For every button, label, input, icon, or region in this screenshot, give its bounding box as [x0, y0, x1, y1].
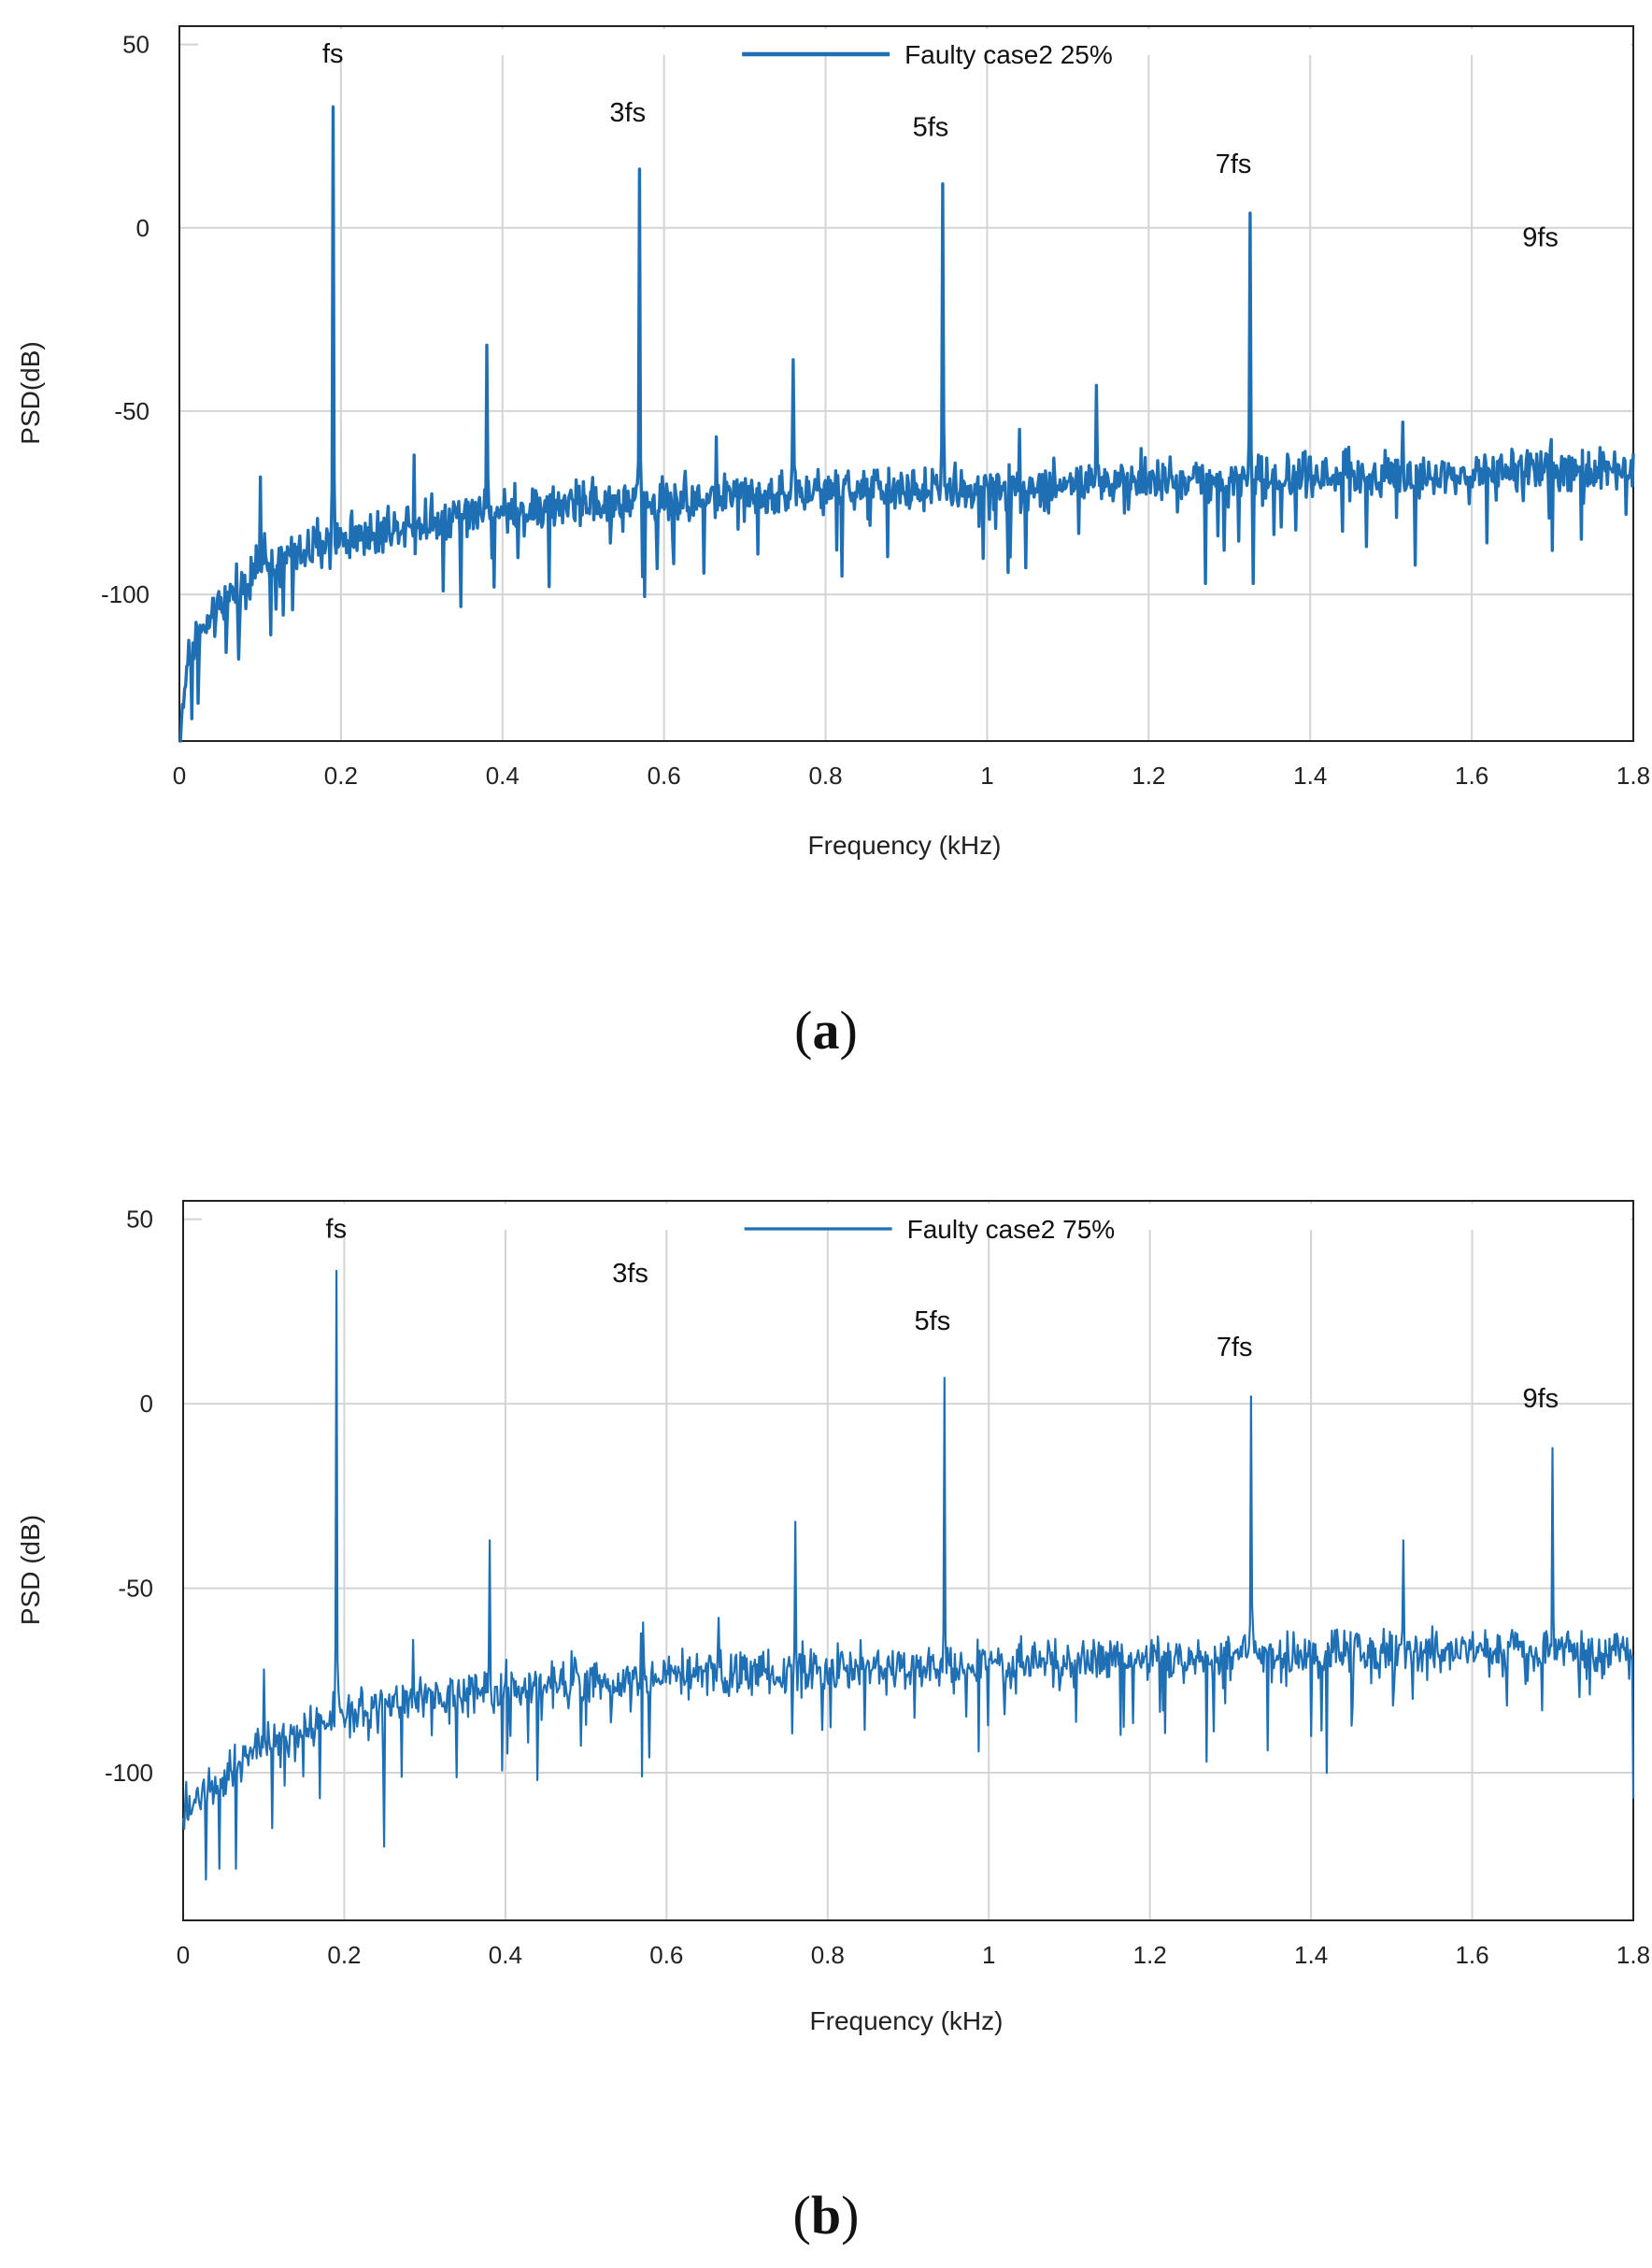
x-tick-label: 1.4 [1294, 1941, 1328, 1969]
panel-label-letter: a [813, 1000, 840, 1061]
legend-background [198, 29, 1631, 55]
y-axis-title: PSD(dB) [16, 341, 45, 444]
legend: Faulty case2 25% [198, 29, 1631, 69]
y-tick-label: -50 [114, 397, 150, 425]
series-line-b [181, 1269, 1635, 1881]
panel-label-letter: b [811, 2185, 841, 2246]
peak-annotation-3: 7fs [1217, 1333, 1253, 1362]
x-tick-label: 1.4 [1293, 762, 1327, 790]
x-tick-label: 1.6 [1455, 762, 1488, 790]
panel-label: (b) [793, 2185, 860, 2246]
y-axis-title: PSD (dB) [16, 1515, 45, 1625]
grid [179, 26, 1633, 741]
y-tick-label: -100 [101, 580, 150, 608]
legend-label: Faulty case2 75% [907, 1215, 1116, 1244]
x-tick-label: 0.8 [808, 762, 842, 790]
y-tick-label: 50 [122, 31, 150, 59]
y-tick-label: -50 [118, 1575, 153, 1603]
peak-annotation-3: 7fs [1216, 150, 1252, 179]
y-tick-label: 0 [136, 214, 150, 242]
y-tick-label: 50 [126, 1205, 153, 1234]
x-axis-title: Frequency (kHz) [808, 831, 1002, 860]
plot-frame [182, 1200, 1634, 1921]
x-tick-label: 1 [980, 762, 993, 790]
legend-label: Faulty case2 25% [904, 40, 1113, 69]
peak-annotation-1: 3fs [612, 1259, 648, 1289]
peak-annotation-4: 9fs [1523, 1384, 1559, 1414]
peak-annotation-2: 5fs [913, 113, 949, 143]
x-tick-label: 0.8 [811, 1941, 845, 1969]
x-axis-title: Frequency (kHz) [810, 2006, 1004, 2035]
x-tick-label: 0.2 [324, 762, 358, 790]
peak-annotation-1: 3fs [609, 98, 646, 128]
x-tick-label: 1.8 [1616, 762, 1650, 790]
x-tick-label: 0.6 [648, 762, 681, 790]
y-tick-label: -100 [105, 1759, 153, 1787]
x-tick-label: 1.2 [1132, 762, 1165, 790]
chart-panel-b: 0 0.2 0.4 0.6 0.8 1 1.2 1.4 1.6 1.8 50 0 -50 -100 Freq… [16, 1200, 1650, 2246]
chart-panel-a: 0 0.2 0.4 0.6 0.8 1 1.2 1.4 1.6 1.8 50 0 -50 -100 Freq… [16, 25, 1650, 1061]
peak-annotation-2: 5fs [915, 1306, 951, 1336]
x-tick-label: 1.8 [1616, 1941, 1650, 1969]
x-tick-label: 1.6 [1455, 1941, 1488, 1969]
x-tick-label: 0 [177, 1941, 190, 1969]
x-tick-label: 0.4 [489, 1941, 522, 1969]
legend-background [202, 1204, 1631, 1230]
x-tick-label: 0.4 [486, 762, 520, 790]
y-tick-label: 0 [140, 1390, 153, 1418]
series-line-a [178, 105, 1635, 743]
x-tick-label: 1.2 [1133, 1941, 1167, 1969]
panel-label-close: ) [841, 2185, 859, 2246]
x-tick-label: 0.2 [327, 1941, 361, 1969]
peak-annotation-0: fs [326, 1214, 348, 1244]
legend: Faulty case2 75% [202, 1204, 1631, 1244]
panel-label-open: ( [793, 2185, 811, 2246]
panel-label-open: ( [794, 1000, 812, 1061]
panel-label: (a) [794, 1000, 858, 1061]
peak-annotation-4: 9fs [1522, 222, 1559, 252]
plot-frame [178, 25, 1634, 742]
x-tick-label: 0.6 [649, 1941, 683, 1969]
x-tick-label: 1 [982, 1941, 995, 1969]
x-tick-label: 0 [173, 762, 186, 790]
peak-annotation-0: fs [322, 39, 344, 69]
panel-label-close: ) [840, 1000, 858, 1061]
grid [183, 1201, 1633, 1920]
